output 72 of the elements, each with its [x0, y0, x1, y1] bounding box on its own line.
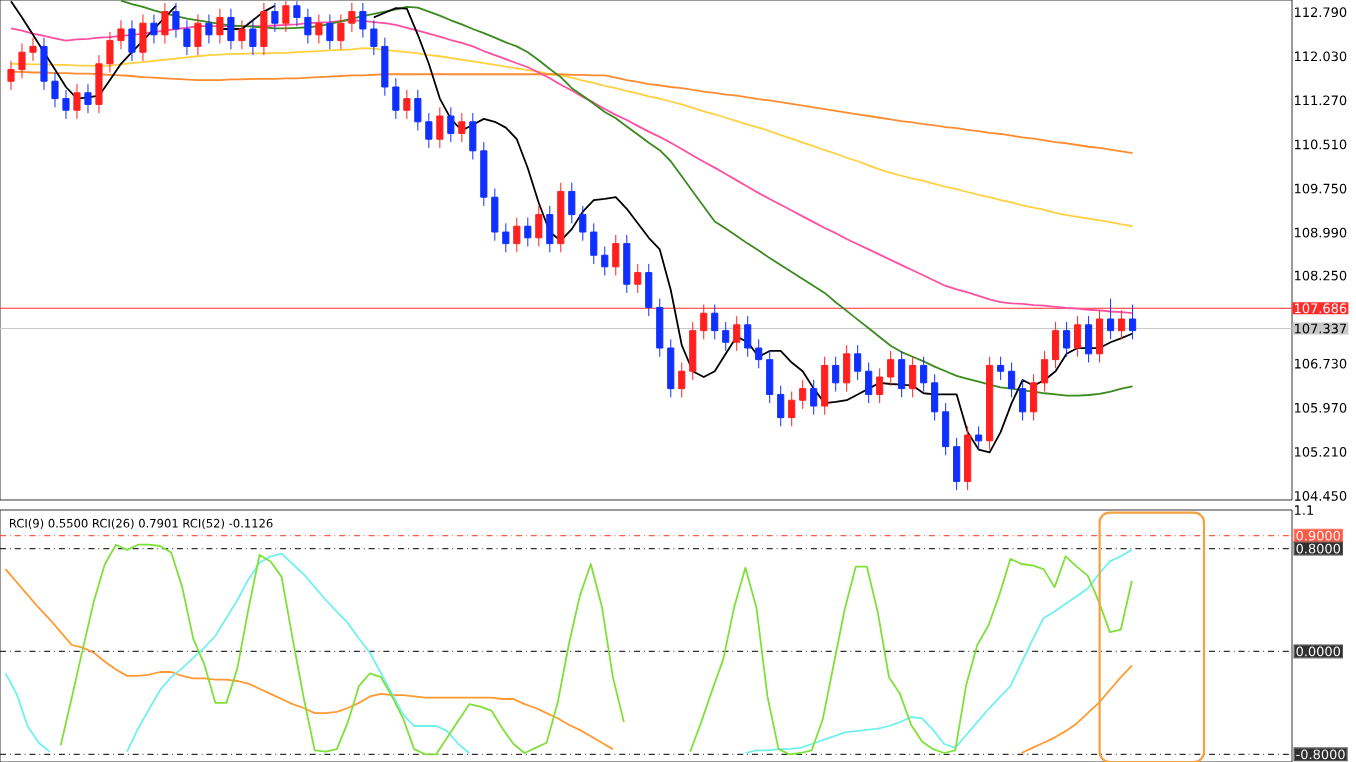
candlestick: [788, 391, 796, 427]
candlestick: [997, 356, 1005, 381]
candlestick: [1085, 315, 1093, 364]
candlestick: [953, 437, 961, 491]
candlestick: [128, 19, 136, 62]
candlestick: [920, 356, 928, 393]
candlestick: [821, 356, 829, 416]
candlestick: [689, 321, 697, 381]
candlestick: [1030, 373, 1038, 422]
candlestick: [1074, 315, 1082, 358]
candlestick: [436, 106, 444, 149]
candlestick: [282, 0, 290, 33]
candlestick: [1019, 379, 1027, 422]
candlestick: [535, 205, 543, 248]
candlestick: [799, 379, 807, 410]
candlestick: [623, 234, 631, 294]
candlestick: [667, 338, 675, 398]
candlestick: [216, 8, 224, 44]
candlestick: [931, 373, 939, 422]
candlestick: [975, 425, 983, 451]
candlestick: [722, 321, 730, 352]
candlestick: [546, 205, 554, 253]
candlestick: [898, 350, 906, 398]
candlestick: [854, 344, 862, 381]
candlestick: [271, 2, 279, 33]
candlestick: [513, 217, 521, 253]
candlestick: [744, 315, 752, 358]
candlestick: [238, 19, 246, 50]
candlestick: [557, 182, 565, 253]
candlestick: [733, 315, 741, 352]
candlestick: [843, 344, 851, 393]
candlestick: [887, 350, 895, 387]
candlestick: [656, 298, 664, 358]
candlestick: [524, 217, 532, 248]
candlestick: [326, 14, 334, 50]
candlestick: [942, 402, 950, 456]
candlestick: [711, 304, 719, 340]
candlestick: [403, 89, 411, 120]
candlestick: [678, 362, 686, 398]
candlestick: [865, 362, 873, 404]
candlestick: [832, 356, 840, 393]
candlestick: [1052, 321, 1060, 369]
candlestick: [964, 425, 972, 491]
candlestick: [249, 19, 257, 56]
candlestick: [810, 379, 818, 416]
candlestick: [777, 385, 785, 427]
candlestick: [1128, 304, 1137, 340]
candlestick: [447, 106, 455, 143]
candlestick: [1008, 362, 1016, 398]
candlestick: [612, 234, 620, 277]
candlestick: [315, 14, 323, 44]
candlestick: [458, 112, 466, 143]
candlestick: [205, 14, 213, 44]
candlestick: [634, 263, 642, 294]
candlestick: [139, 14, 147, 62]
candlestick: [1107, 298, 1115, 340]
candlestick: [766, 350, 774, 404]
candlestick: [755, 338, 763, 369]
candlestick: [194, 14, 202, 56]
candlestick: [161, 2, 169, 44]
candlestick: [1041, 350, 1049, 393]
candlestick: [909, 356, 917, 398]
line-series: [10, 47, 1134, 228]
candlestick: [1063, 321, 1071, 358]
candlestick: [73, 83, 81, 120]
candlestick: [645, 263, 653, 317]
candlestick: [986, 356, 994, 451]
candlestick: [876, 367, 884, 404]
candlestick: [84, 83, 92, 114]
candlestick: [150, 14, 158, 44]
candlestick: [260, 2, 268, 56]
candlestick: [227, 8, 235, 50]
